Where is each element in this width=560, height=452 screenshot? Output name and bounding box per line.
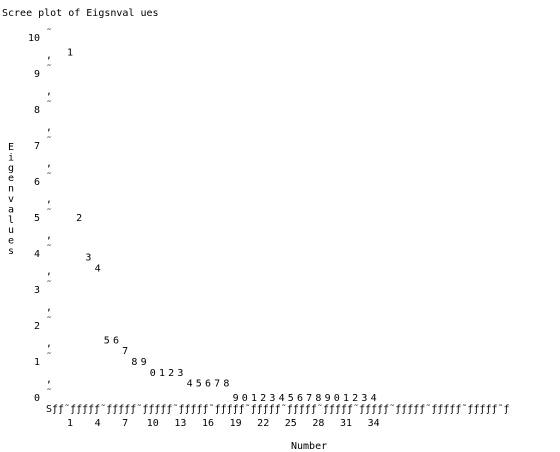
y-tick-label: 6 (34, 177, 40, 188)
x-tick-label: 22 (257, 418, 269, 429)
data-point: 1 (159, 368, 165, 379)
y-axis-label-char: s (8, 246, 14, 257)
y-minor-mark: , (46, 158, 52, 169)
y-minor-mark: , (46, 374, 52, 385)
y-tick-mark: ˜ (46, 387, 52, 399)
x-axis-ticks: 1 4 7 10 13 16 19 22 25 28 31 34 (67, 418, 380, 429)
data-point: 9 (233, 393, 239, 404)
y-tick-label: 8 (34, 105, 40, 116)
y-tick-mark: ˜ (46, 243, 52, 255)
y-tick-mark: ˜ (46, 351, 52, 363)
y-axis-label-char: u (8, 225, 14, 236)
x-tick-label: 13 (174, 418, 186, 429)
x-tick-label: 1 (67, 418, 73, 429)
data-point: 8 (131, 357, 137, 368)
data-point: 3 (361, 393, 367, 404)
data-point: 3 (177, 368, 183, 379)
x-tick-label: 34 (368, 418, 380, 429)
y-minor-mark: , (46, 338, 52, 349)
x-tick-label: 31 (340, 418, 352, 429)
data-point: 4 (279, 393, 285, 404)
data-point: 7 (306, 393, 312, 404)
data-point: 7 (122, 346, 128, 357)
y-tick-mark: ˜ (46, 63, 52, 75)
data-point: 2 (76, 213, 82, 224)
y-tick-label: 4 (34, 249, 40, 260)
data-point: 5 (288, 393, 294, 404)
y-axis-label-char: e (8, 173, 14, 184)
data-point: 1 (251, 393, 257, 404)
data-point: 6 (113, 335, 119, 346)
y-tick-mark: ˜ (46, 207, 52, 219)
chart-title: Scree plot of Eigsnval ues (2, 8, 159, 19)
x-axis-label: Number (291, 441, 327, 452)
data-point: 4 (95, 263, 101, 274)
y-axis-label-char: E (8, 142, 14, 153)
y-tick-mark: ˜ (46, 27, 52, 39)
x-tick-label: 16 (202, 418, 214, 429)
y-tick-label: 3 (34, 285, 40, 296)
y-minor-mark: , (46, 302, 52, 313)
x-tick-label: 4 (95, 418, 101, 429)
data-point: 1 (67, 47, 73, 58)
y-axis-label-char: a (8, 204, 14, 215)
data-point: 8 (223, 379, 229, 390)
y-axis-label-char: l (8, 215, 14, 226)
y-axis-label-char: i (8, 152, 14, 163)
data-point: 4 (187, 379, 193, 390)
x-axis-rule: Sƒƒ˜ƒƒƒƒƒ˜ƒƒƒƒƒ˜ƒƒƒƒƒ˜ƒƒƒƒƒ˜ƒƒƒƒƒ˜ƒƒƒƒƒ˜… (46, 403, 510, 415)
x-tick-label: 28 (312, 418, 324, 429)
data-point: 9 (325, 393, 331, 404)
data-point: 1 (343, 393, 349, 404)
y-axis-label-char: g (8, 163, 14, 174)
data-point: 2 (352, 393, 358, 404)
y-axis-label-char: n (8, 184, 14, 195)
data-point: 7 (214, 379, 220, 390)
y-minor-mark: , (46, 86, 52, 97)
y-tick-mark: ˜ (46, 315, 52, 327)
y-tick-label: 2 (34, 321, 40, 332)
y-tick-label: 9 (34, 69, 40, 80)
data-point: 5 (104, 335, 110, 346)
data-point: 3 (85, 253, 91, 264)
x-tick-label: 7 (122, 418, 128, 429)
y-axis-label-char: v (8, 194, 14, 205)
data-point: 8 (315, 393, 321, 404)
x-tick-label: 25 (285, 418, 297, 429)
y-axis-label-char: e (8, 236, 14, 247)
data-point: 6 (297, 393, 303, 404)
y-tick-label: 10 (28, 33, 40, 44)
data-point: 6 (205, 379, 211, 390)
y-tick-mark: ˜ (46, 171, 52, 183)
y-minor-mark: , (46, 122, 52, 133)
data-point: 3 (269, 393, 275, 404)
y-axis-ticks: 0 ˜, 1 ˜, 2 ˜, 3 ˜, 4 ˜, 5 ˜, 6 ˜, 7 ˜, 8 ˜, 9 ˜, 10 ˜ (28, 27, 52, 404)
y-minor-mark: , (46, 266, 52, 277)
data-point: 0 (150, 368, 156, 379)
y-tick-mark: ˜ (46, 99, 52, 111)
y-minor-mark: , (46, 194, 52, 205)
data-point: 5 (196, 379, 202, 390)
data-point: 0 (242, 393, 248, 404)
y-tick-label: 1 (34, 357, 40, 368)
y-tick-mark: ˜ (46, 279, 52, 291)
data-point: 0 (334, 393, 340, 404)
y-minor-mark: , (46, 230, 52, 241)
y-tick-mark: ˜ (46, 135, 52, 147)
y-tick-label: 0 (34, 393, 40, 404)
data-point: 9 (141, 357, 147, 368)
x-tick-label: 19 (230, 418, 242, 429)
data-point: 2 (260, 393, 266, 404)
x-tick-label: 10 (147, 418, 159, 429)
y-minor-mark: , (46, 50, 52, 61)
y-tick-label: 5 (34, 213, 40, 224)
y-tick-label: 7 (34, 141, 40, 152)
data-point: 2 (168, 368, 174, 379)
data-point: 4 (371, 393, 377, 404)
